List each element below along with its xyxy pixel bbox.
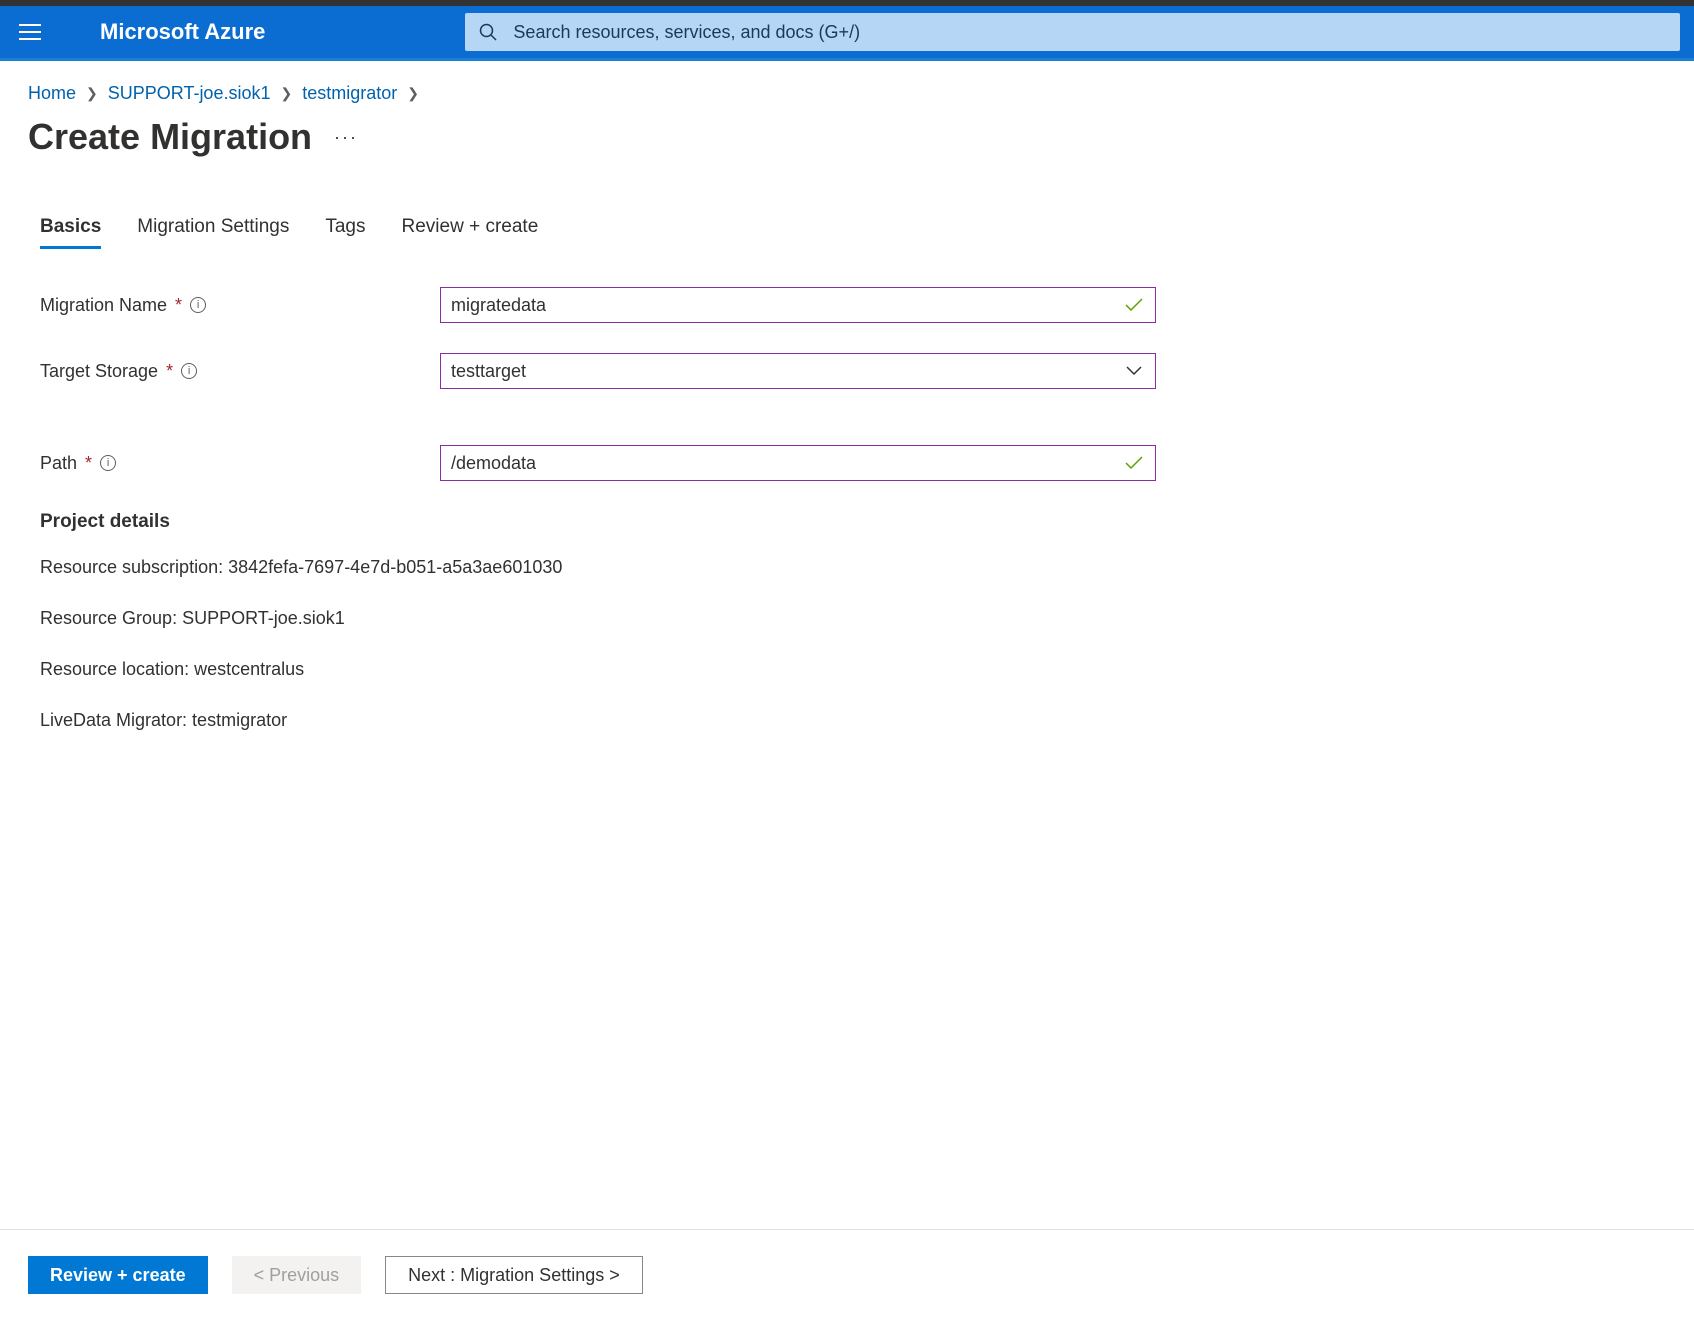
breadcrumb: Home ❯ SUPPORT-joe.siok1 ❯ testmigrator … [0,61,1694,110]
field-target-storage[interactable]: testtarget [440,353,1156,389]
search-box[interactable] [465,13,1680,51]
label-migration-name: Migration Name * i [40,295,440,316]
form-row-migration-name: Migration Name * i migratedata [40,287,1694,323]
more-actions-button[interactable]: ··· [334,127,358,148]
label-text: Path [40,453,77,474]
review-create-button[interactable]: Review + create [28,1256,208,1294]
required-indicator: * [166,361,173,382]
breadcrumb-home[interactable]: Home [28,83,76,104]
hamburger-icon [19,24,41,40]
tab-tags[interactable]: Tags [325,216,365,249]
section-title-project-details: Project details [40,511,1694,533]
search-icon [479,23,497,41]
check-icon [1123,298,1145,312]
detail-migrator: LiveData Migrator: testmigrator [40,710,1694,731]
field-value: /demodata [451,453,1123,474]
label-text: Migration Name [40,295,167,316]
footer-actions: Review + create < Previous Next : Migrat… [0,1229,1694,1322]
check-icon [1123,456,1145,470]
form-row-path: Path * i /demodata [40,445,1694,481]
info-icon[interactable]: i [181,363,197,379]
field-value: testtarget [451,361,1123,382]
tabs: Basics Migration Settings Tags Review + … [40,216,1694,249]
tab-migration-settings[interactable]: Migration Settings [137,216,289,249]
brand-label: Microsoft Azure [60,19,325,45]
info-icon[interactable]: i [190,297,206,313]
label-text: Target Storage [40,361,158,382]
previous-button: < Previous [232,1256,362,1294]
label-target-storage: Target Storage * i [40,361,440,382]
breadcrumb-support[interactable]: SUPPORT-joe.siok1 [108,83,271,104]
field-migration-name[interactable]: migratedata [440,287,1156,323]
detail-location: Resource location: westcentralus [40,659,1694,680]
azure-header: Microsoft Azure [0,6,1694,61]
chevron-right-icon: ❯ [86,85,98,102]
next-button[interactable]: Next : Migration Settings > [385,1256,643,1294]
label-path: Path * i [40,453,440,474]
page-title: Create Migration [28,116,312,158]
hamburger-menu-button[interactable] [0,6,60,58]
required-indicator: * [85,453,92,474]
required-indicator: * [175,295,182,316]
tab-review-create[interactable]: Review + create [402,216,539,249]
breadcrumb-testmigrator[interactable]: testmigrator [302,83,397,104]
chevron-right-icon: ❯ [280,85,292,102]
detail-resource-group: Resource Group: SUPPORT-joe.siok1 [40,608,1694,629]
search-input[interactable] [511,21,1666,44]
detail-subscription: Resource subscription: 3842fefa-7697-4e7… [40,557,1694,578]
tab-basics[interactable]: Basics [40,216,101,249]
main-content: Basics Migration Settings Tags Review + … [0,176,1694,1229]
field-path[interactable]: /demodata [440,445,1156,481]
chevron-right-icon: ❯ [407,85,419,102]
field-value: migratedata [451,295,1123,316]
form-row-target-storage: Target Storage * i testtarget [40,353,1694,389]
info-icon[interactable]: i [100,455,116,471]
title-row: Create Migration ··· [0,110,1694,176]
chevron-down-icon [1123,366,1145,376]
